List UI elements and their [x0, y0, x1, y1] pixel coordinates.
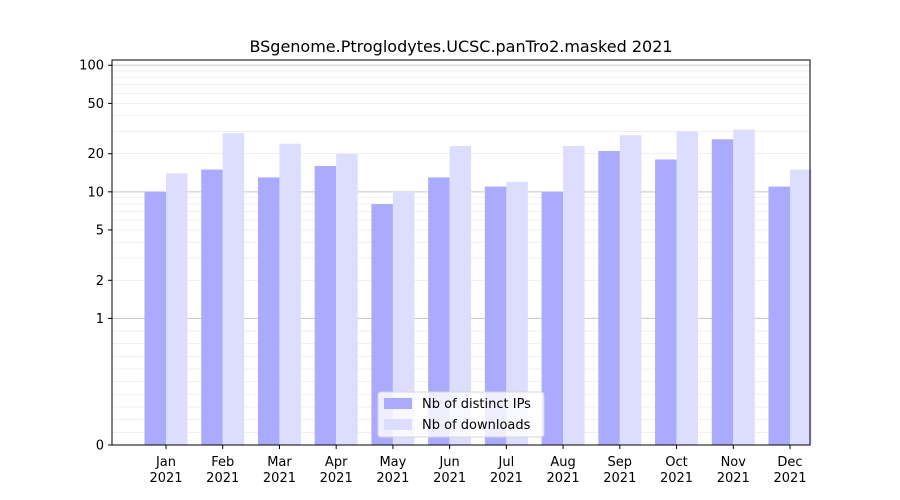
y-tick-label: 0 [96, 439, 104, 454]
bar-distinct-ips [655, 159, 677, 445]
x-tick-label: Sep 2021 [603, 455, 636, 486]
x-tick-label: Feb 2021 [206, 455, 239, 486]
x-tick-label-line: 2021 [149, 471, 182, 486]
y-axis: 0 1 2 5 10 20 50 100 [79, 59, 112, 454]
x-tick-label-line: Apr [325, 455, 348, 470]
x-tick-label-line: Jul [498, 455, 515, 470]
y-tick-label: 1 [96, 312, 104, 327]
bar-distinct-ips [711, 139, 734, 445]
bar-downloads [166, 173, 188, 445]
bar-downloads [619, 135, 642, 445]
x-tick-label-line: 2021 [603, 471, 636, 486]
bar-distinct-ips [371, 204, 393, 445]
bar-downloads [790, 169, 812, 445]
x-tick-label-line: Oct [665, 455, 687, 470]
x-tick-label-line: 2021 [773, 471, 806, 486]
x-tick-label-line: 2021 [547, 471, 580, 486]
legend: Nb of distinct IPs Nb of downloads [377, 391, 545, 438]
x-tick-label-line: 2021 [206, 471, 239, 486]
legend-swatch [384, 419, 412, 430]
x-tick-label-line: 2021 [717, 471, 750, 486]
y-tick-label: 20 [87, 147, 104, 162]
bar-downloads [449, 146, 472, 445]
bar-downloads [279, 143, 301, 445]
x-tick-label: Mar 2021 [263, 455, 296, 486]
legend-swatch [384, 398, 412, 409]
y-tick-label: 100 [79, 59, 104, 74]
x-tick-label: Jun 2021 [433, 455, 466, 486]
bar-distinct-ips [257, 177, 280, 446]
x-tick-label: Aug 2021 [547, 455, 580, 486]
x-tick-label: Nov 2021 [717, 455, 750, 486]
x-tick-label-line: Nov [721, 455, 747, 470]
x-tick-label-line: Aug [550, 455, 575, 470]
y-tick-label: 50 [87, 97, 104, 112]
x-tick-label-line: 2021 [263, 471, 296, 486]
x-tick-label-line: 2021 [490, 471, 523, 486]
bar-distinct-ips [598, 151, 620, 445]
bar-distinct-ips [201, 169, 223, 445]
bars [144, 129, 812, 446]
bar-distinct-ips [484, 186, 507, 446]
bar-downloads [563, 146, 585, 445]
legend-label: Nb of distinct IPs [422, 397, 531, 412]
y-tick-label: 2 [96, 274, 104, 289]
plot-frame [111, 59, 811, 446]
x-tick-label-line: 2021 [433, 471, 466, 486]
x-tick-label: May 2021 [376, 455, 409, 486]
x-tick-label-line: 2021 [376, 471, 409, 486]
y-tick-label: 5 [96, 223, 104, 238]
x-tick-label: Apr 2021 [320, 455, 353, 486]
x-tick-label-line: Sep [608, 455, 633, 470]
bar-downloads [733, 129, 755, 445]
x-tick-label: Jul 2021 [490, 455, 523, 486]
x-tick-label-line: 2021 [660, 471, 693, 486]
y-tick-label: 10 [87, 185, 104, 200]
x-tick-label-line: Mar [267, 455, 292, 470]
bar-downloads [336, 153, 358, 446]
x-tick-label-line: Feb [211, 455, 234, 470]
bar-distinct-ips [314, 165, 337, 446]
x-tick-label-line: Jan [155, 455, 176, 470]
bar-distinct-ips [144, 191, 166, 445]
bar-distinct-ips [768, 186, 790, 446]
x-tick-label: Dec 2021 [773, 455, 806, 486]
x-tick-label: Jan 2021 [149, 455, 182, 486]
x-tick-label-line: May [379, 455, 406, 470]
bar-downloads [222, 133, 245, 445]
x-tick-label-line: Jun [438, 455, 459, 470]
bar-distinct-ips [428, 177, 450, 446]
bar-downloads [392, 191, 415, 445]
bar-downloads [676, 131, 699, 445]
legend-box [377, 391, 545, 438]
x-tick-label: Oct 2021 [660, 455, 693, 486]
legend-label: Nb of downloads [422, 418, 531, 433]
x-tick-label-line: 2021 [320, 471, 353, 486]
bar-distinct-ips [541, 191, 564, 445]
chart-title: BSgenome.Ptroglodytes.UCSC.panTro2.maske… [249, 37, 672, 56]
x-tick-label-line: Dec [777, 455, 802, 470]
bar-downloads [506, 181, 528, 445]
